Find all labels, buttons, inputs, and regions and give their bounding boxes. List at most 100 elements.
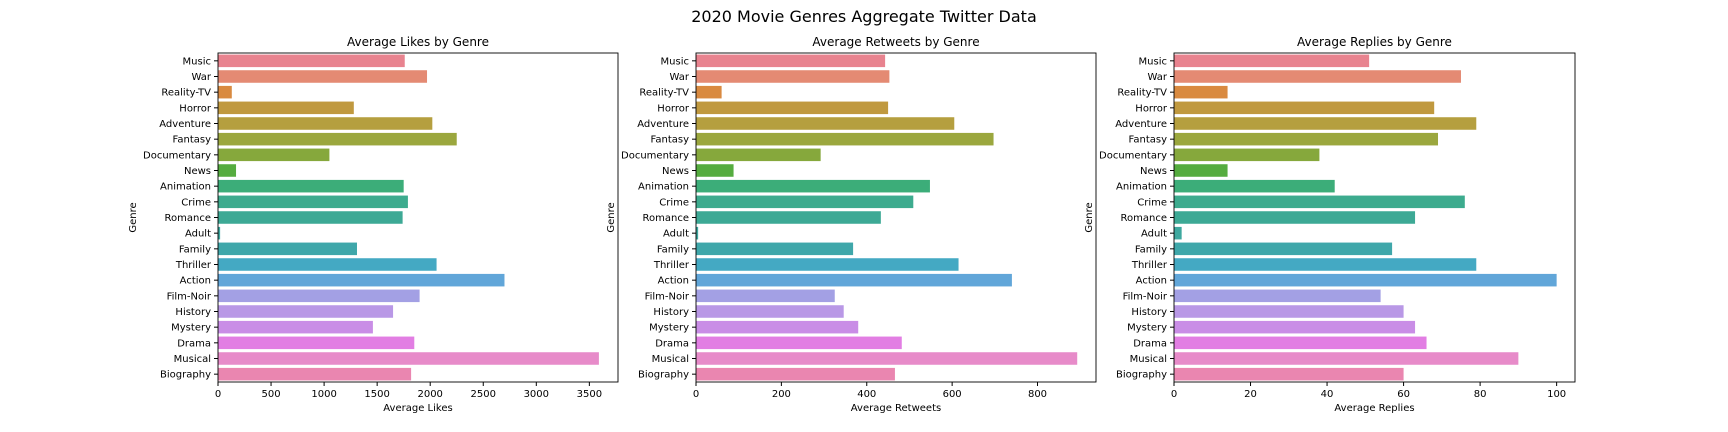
y-tick-label: Horror bbox=[1135, 103, 1168, 114]
bar-family bbox=[696, 242, 854, 256]
y-tick-label: Animation bbox=[638, 182, 689, 193]
bar-action bbox=[218, 273, 505, 287]
x-tick-label: 600 bbox=[943, 389, 962, 400]
y-tick-label: War bbox=[192, 72, 212, 83]
y-tick-label: Animation bbox=[160, 182, 211, 193]
y-tick-label: Adventure bbox=[159, 119, 211, 130]
y-tick-label: Romance bbox=[643, 213, 689, 224]
bar-history bbox=[1174, 305, 1404, 318]
y-tick-label: Musical bbox=[174, 354, 211, 365]
x-tick-label: 0 bbox=[215, 389, 221, 400]
bar-horror bbox=[696, 101, 889, 115]
x-tick-label: 40 bbox=[1321, 389, 1334, 400]
subplot-title: Average Replies by Genre bbox=[1297, 35, 1452, 49]
bar-family bbox=[1174, 242, 1393, 256]
bar-reality-tv bbox=[218, 85, 232, 99]
bar-war bbox=[218, 70, 428, 83]
y-tick-label: Documentary bbox=[621, 150, 689, 161]
bar-animation bbox=[1174, 179, 1335, 193]
bar-film-noir bbox=[696, 289, 835, 303]
y-tick-label: Film-Noir bbox=[645, 291, 690, 302]
y-tick-label: Music bbox=[661, 56, 689, 67]
x-tick-label: 2000 bbox=[417, 389, 442, 400]
y-tick-label: Family bbox=[1135, 244, 1167, 255]
x-tick-label: 20 bbox=[1244, 389, 1257, 400]
x-tick-label: 1000 bbox=[311, 389, 336, 400]
bar-drama bbox=[696, 336, 902, 350]
y-tick-label: Crime bbox=[659, 197, 689, 208]
y-tick-label: Horror bbox=[179, 103, 212, 114]
x-tick-label: 0 bbox=[1171, 389, 1177, 400]
bar-action bbox=[696, 273, 1012, 287]
y-tick-label: Crime bbox=[1137, 197, 1167, 208]
y-tick-label: Drama bbox=[655, 338, 689, 349]
y-tick-label: Film-Noir bbox=[1123, 291, 1168, 302]
y-tick-label: Family bbox=[657, 244, 689, 255]
x-tick-label: 500 bbox=[262, 389, 281, 400]
y-tick-label: Animation bbox=[1116, 182, 1167, 193]
y-tick-label: Fantasy bbox=[173, 135, 212, 146]
axes-frame bbox=[217, 52, 619, 383]
bar-documentary bbox=[1174, 148, 1320, 162]
y-tick-label: Adventure bbox=[637, 119, 689, 130]
x-tick-label: 1500 bbox=[364, 389, 389, 400]
bar-thriller bbox=[218, 258, 437, 271]
y-axis-label: Genre bbox=[1084, 202, 1095, 232]
bar-romance bbox=[1174, 211, 1416, 224]
y-tick-label: News bbox=[1140, 166, 1167, 177]
y-axis-label: Genre bbox=[128, 202, 139, 232]
bar-reality-tv bbox=[696, 85, 722, 99]
bar-adult bbox=[696, 226, 699, 240]
x-tick-label: 80 bbox=[1474, 389, 1487, 400]
bar-thriller bbox=[696, 258, 959, 271]
y-tick-label: Reality-TV bbox=[161, 88, 211, 99]
bar-thriller bbox=[1174, 258, 1477, 271]
bar-history bbox=[696, 305, 844, 318]
y-tick-label: Romance bbox=[1121, 213, 1167, 224]
y-tick-label: Action bbox=[658, 276, 689, 287]
bar-mystery bbox=[218, 320, 373, 334]
axes-frame bbox=[1173, 52, 1576, 383]
y-tick-label: Adventure bbox=[1115, 119, 1167, 130]
bar-news bbox=[1174, 164, 1228, 177]
subplot-1: Music War Reality-TV Horror Adventure Fantasy… bbox=[128, 35, 619, 414]
y-tick-label: Action bbox=[180, 276, 211, 287]
bar-news bbox=[218, 164, 237, 177]
bar-horror bbox=[218, 101, 354, 115]
bar-adult bbox=[1174, 226, 1182, 240]
subplot-2: Music War Reality-TV Horror Adventure Fantasy… bbox=[606, 35, 1097, 414]
bar-reality-tv bbox=[1174, 85, 1228, 99]
x-tick-label: 60 bbox=[1397, 389, 1410, 400]
bar-romance bbox=[696, 211, 881, 224]
x-tick-label: 100 bbox=[1547, 389, 1566, 400]
bar-war bbox=[1174, 70, 1461, 83]
y-tick-label: History bbox=[653, 307, 689, 318]
bar-horror bbox=[1174, 101, 1435, 115]
x-tick-label: 2500 bbox=[471, 389, 496, 400]
y-tick-label: Thriller bbox=[175, 260, 212, 271]
subplot-title: Average Likes by Genre bbox=[347, 35, 489, 49]
bar-documentary bbox=[696, 148, 821, 162]
y-tick-label: Musical bbox=[652, 354, 689, 365]
y-tick-label: Mystery bbox=[171, 323, 211, 334]
bar-fantasy bbox=[696, 132, 994, 146]
y-tick-label: Crime bbox=[181, 197, 211, 208]
bar-music bbox=[218, 54, 405, 68]
y-tick-label: Thriller bbox=[653, 260, 690, 271]
x-tick-label: 400 bbox=[857, 389, 876, 400]
bar-musical bbox=[218, 352, 599, 365]
bar-biography bbox=[1174, 367, 1404, 381]
bar-romance bbox=[218, 211, 403, 224]
bar-mystery bbox=[1174, 320, 1416, 334]
y-tick-label: History bbox=[175, 307, 211, 318]
y-tick-label: Adult bbox=[663, 229, 689, 240]
y-tick-label: Music bbox=[183, 56, 211, 67]
y-tick-label: Drama bbox=[1133, 338, 1167, 349]
y-tick-label: Mystery bbox=[649, 323, 689, 334]
x-tick-label: 3500 bbox=[577, 389, 602, 400]
y-tick-label: Biography bbox=[638, 370, 689, 381]
bar-family bbox=[218, 242, 357, 256]
x-axis-label: Average Likes bbox=[383, 403, 452, 414]
axes-frame bbox=[695, 52, 1097, 383]
bar-fantasy bbox=[1174, 132, 1439, 146]
